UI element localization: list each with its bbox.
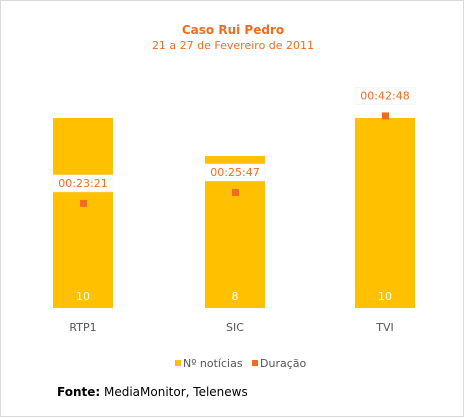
duration-point bbox=[382, 112, 389, 120]
source-label: Fonte: bbox=[57, 385, 101, 399]
source-note: Fonte: MediaMonitor, Telenews bbox=[57, 385, 248, 399]
legend-swatch bbox=[252, 360, 258, 366]
category-label: RTP1 bbox=[69, 321, 96, 334]
duration-label-box bbox=[204, 163, 266, 182]
chart-subtitle: 21 a 27 de Fevereiro de 2011 bbox=[152, 39, 314, 52]
category-label: TVI bbox=[375, 321, 394, 334]
bar-rtp1 bbox=[53, 118, 113, 308]
bar-value-label: 10 bbox=[76, 290, 90, 303]
legend: Nº notícias Duração bbox=[175, 357, 306, 370]
bar-tvi bbox=[355, 118, 415, 308]
bars-group: 10 RTP1 8 SIC 10 TVI bbox=[53, 118, 415, 334]
points-group: 00:23:21 00:25:47 00:42:48 bbox=[52, 87, 416, 207]
duration-point bbox=[80, 199, 87, 207]
duration-label: 00:42:48 bbox=[360, 89, 409, 102]
duration-label-box bbox=[354, 87, 416, 105]
legend-item-noticias: Nº notícias bbox=[183, 357, 243, 370]
bar-sic bbox=[205, 156, 265, 308]
duration-label: 00:25:47 bbox=[210, 166, 259, 179]
duration-point bbox=[232, 188, 239, 196]
duration-label-box bbox=[52, 174, 114, 193]
duration-label: 00:23:21 bbox=[58, 177, 107, 190]
category-label: SIC bbox=[226, 321, 244, 334]
chart-title: Caso Rui Pedro bbox=[182, 23, 284, 37]
source-text: MediaMonitor, Telenews bbox=[100, 385, 248, 399]
legend-swatch bbox=[175, 360, 181, 366]
legend-item-duracao: Duração bbox=[260, 357, 306, 370]
bar-value-label: 10 bbox=[378, 290, 392, 303]
bar-value-label: 8 bbox=[232, 290, 239, 303]
